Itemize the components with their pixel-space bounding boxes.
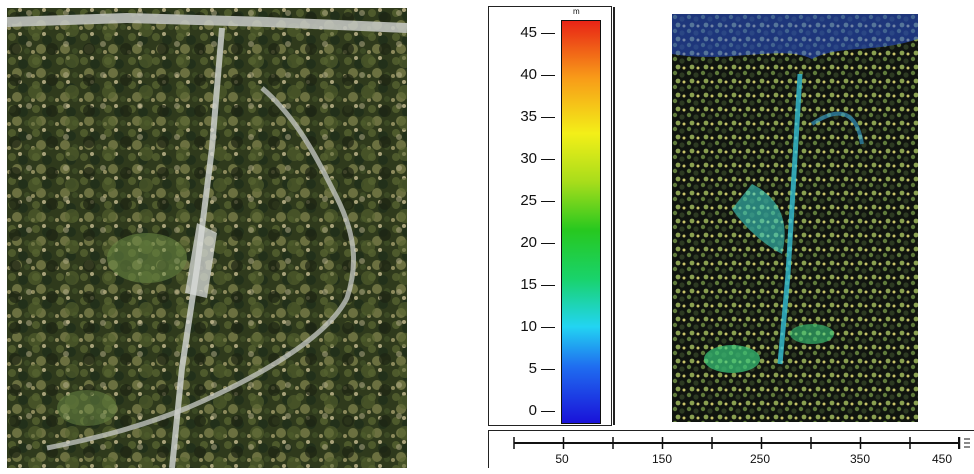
legend-tick-mark — [541, 75, 555, 76]
legend-tick-mark — [541, 243, 555, 244]
canopy-height-map — [672, 14, 918, 422]
scale-bar-label: 150 — [651, 452, 673, 466]
aerial-photo — [7, 8, 407, 468]
scale-bar-label: 250 — [749, 452, 771, 466]
legend-tick-label: 20 — [520, 234, 537, 251]
scale-bar-graphic — [513, 437, 970, 449]
legend-tick-mark — [541, 285, 555, 286]
scale-bar — [488, 430, 974, 468]
legend-tick-label: 40 — [520, 66, 537, 83]
legend-tick-mark — [541, 159, 555, 160]
legend-tick-label: 0 — [528, 402, 537, 419]
legend-tick-mark — [541, 201, 555, 202]
height-legend: m 45 40 35 30 25 20 15 10 5 0 — [488, 6, 615, 426]
legend-tick-label: 25 — [520, 192, 537, 209]
height-colorbar — [561, 20, 601, 424]
scale-bar-label: 350 — [849, 452, 871, 466]
legend-tick-mark — [541, 369, 555, 370]
legend-unit: m — [573, 7, 580, 16]
legend-tick-label: 15 — [520, 276, 537, 293]
scale-bar-label: 450 — [931, 452, 953, 466]
legend-tick-mark — [541, 117, 555, 118]
aerial-photo-image — [7, 8, 407, 468]
legend-tick-mark — [541, 33, 555, 34]
legend-tick-mark — [541, 327, 555, 328]
legend-tick-label: 35 — [520, 108, 537, 125]
legend-tick-label: 5 — [528, 360, 537, 377]
scale-bar-label: 50 — [555, 452, 569, 466]
legend-tick-label: 10 — [520, 318, 537, 335]
legend-tick-label: 30 — [520, 150, 537, 167]
legend-tick-label: 45 — [520, 24, 537, 41]
canopy-height-map-image — [672, 14, 918, 422]
legend-tick-mark — [541, 411, 555, 412]
